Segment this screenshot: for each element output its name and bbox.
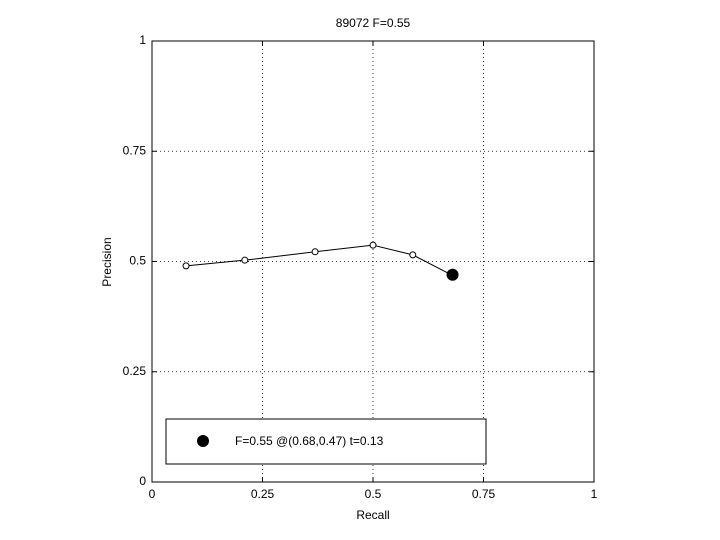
x-tick-label: 0.75	[472, 487, 496, 501]
axes-box	[151, 40, 595, 483]
point-marker	[311, 248, 319, 256]
series-line	[185, 244, 453, 276]
y-axis-label: Precision	[100, 237, 114, 286]
point-marker	[241, 256, 249, 264]
y-tick-label: 0.75	[123, 143, 147, 157]
x-axis-label: Recall	[356, 508, 389, 522]
legend-label: F=0.55 @(0.68,0.47) t=0.13	[235, 434, 384, 448]
x-tick-label: 0.25	[251, 487, 275, 501]
point-marker	[182, 262, 190, 270]
legend-marker	[197, 435, 209, 447]
x-tick-label: 0	[149, 487, 156, 501]
y-tick-label: 1	[139, 33, 146, 47]
point-marker	[369, 241, 377, 249]
point-marker	[409, 251, 417, 259]
x-tick-label: 1	[591, 487, 598, 501]
y-tick-label: 0.25	[123, 364, 147, 378]
chart-title: 89072 F=0.55	[336, 16, 411, 30]
best-point	[446, 268, 459, 281]
x-tick-label: 0.5	[365, 487, 382, 501]
y-tick-label: 0	[139, 474, 146, 488]
legend-box	[165, 418, 487, 465]
y-tick-label: 0.5	[129, 254, 146, 268]
